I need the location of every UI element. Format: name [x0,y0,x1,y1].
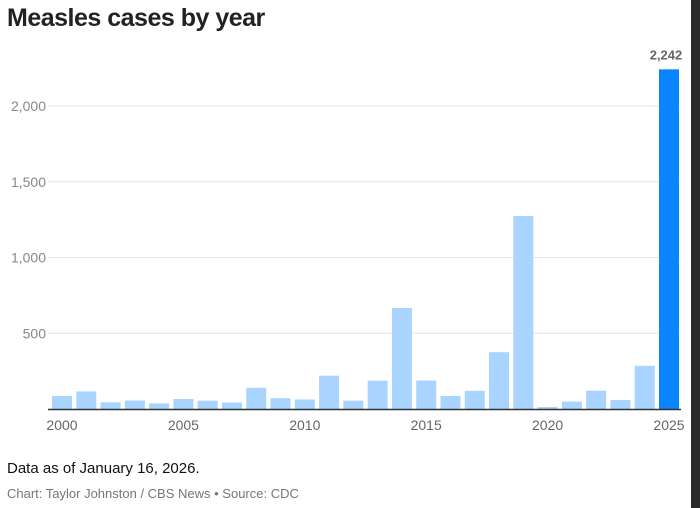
bar-2022 [586,390,607,409]
bar-2004 [149,403,170,409]
bar-2001 [76,391,97,409]
data-label: 2,242 [650,47,683,62]
bar-2024 [634,365,655,409]
bar-2005 [173,399,194,409]
x-tick-label: 2020 [532,417,563,433]
bar-chart: 500 1,000 1,500 2,000 2,242 2000 2005 2010 2015 2… [11,47,685,433]
bar-2013 [367,380,388,409]
bar-2006 [197,400,218,409]
x-tick-label: 2005 [168,417,199,433]
chart-credit: Chart: Taylor Johnston / CBS News • Sour… [7,486,299,501]
bar-2017 [464,390,485,409]
window-edge [691,0,700,508]
x-tick-label: 2025 [653,417,684,433]
y-tick-label: 1,500 [11,174,46,190]
x-tick-label: 2015 [411,417,442,433]
bar-2003 [124,400,145,409]
bar-2014 [391,307,412,409]
bar-2002 [100,402,121,409]
x-tick-label: 2010 [289,417,320,433]
data-note: Data as of January 16, 2026. [7,460,200,477]
bar-2010 [294,399,315,409]
bar-2016 [440,395,461,409]
x-tick-label: 2000 [46,417,77,433]
bar-2025 [659,69,679,409]
bar-2012 [343,400,364,409]
bar-2000 [52,395,72,409]
bar-2023 [610,400,631,409]
chart-title: Measles cases by year [7,4,265,32]
bar-2018 [489,352,510,409]
y-tick-label: 500 [23,325,47,341]
bar-2019 [513,215,534,409]
y-tick-label: 2,000 [11,98,46,114]
bar-2008 [246,387,267,409]
bar-2011 [319,375,340,409]
bar-2007 [221,402,242,409]
bar-2021 [561,401,582,409]
bar-2020 [537,407,558,409]
bar-2015 [416,380,437,409]
y-tick-label: 1,000 [11,250,46,266]
bar-2009 [270,398,291,409]
